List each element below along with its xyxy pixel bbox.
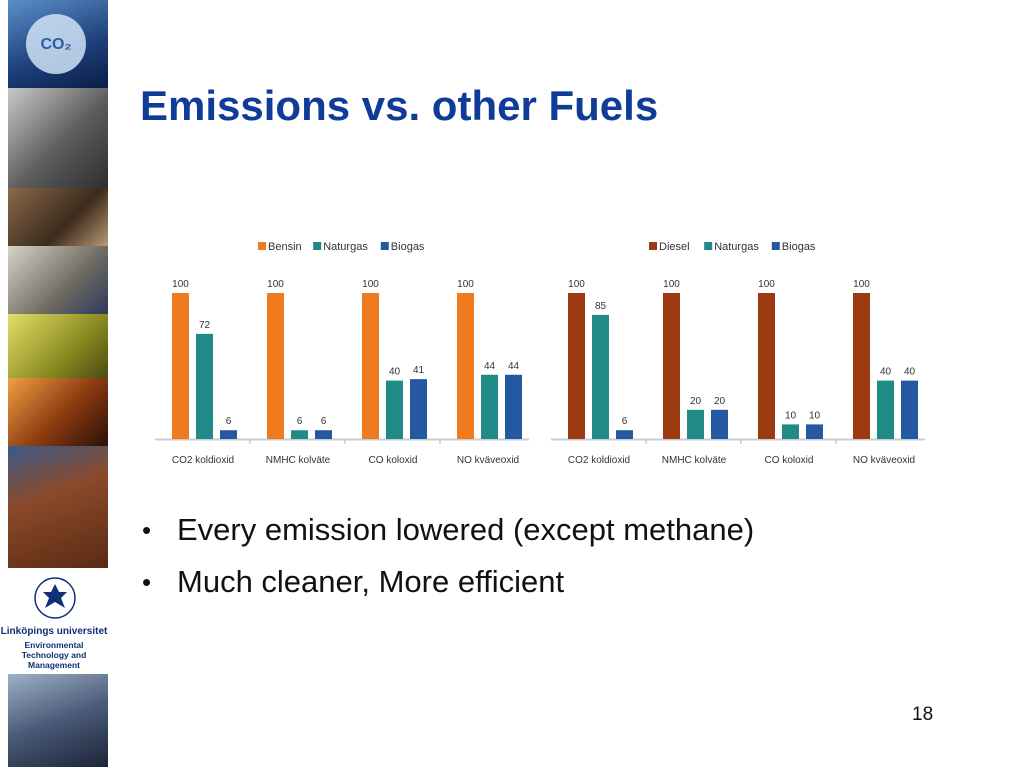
bar <box>291 430 308 439</box>
data-label: 41 <box>413 365 425 376</box>
bar <box>362 293 379 439</box>
emissions-chart: Bensin Naturgas Biogas 100 72 6 CO2 koldioxid 1… <box>153 226 945 476</box>
data-label: 100 <box>758 279 775 290</box>
bar <box>267 293 284 439</box>
bullet-item: • Every emission lowered (except methane) <box>140 508 754 560</box>
bar <box>457 293 474 439</box>
bar <box>877 380 894 439</box>
sidebar-pipes-image <box>8 446 108 568</box>
data-label: 20 <box>714 396 726 407</box>
bar <box>711 409 728 439</box>
bar <box>196 333 213 439</box>
bar <box>220 430 237 439</box>
category-label: CO koloxid <box>765 455 814 466</box>
emissions-bar-chart: Bensin Naturgas Biogas 100 72 6 CO2 koldioxid 1… <box>155 241 925 466</box>
data-label: 100 <box>172 279 189 290</box>
legend-label: Bensin <box>268 241 302 253</box>
bullet-list: • Every emission lowered (except methane)… <box>140 508 754 612</box>
sidebar-workshop-image <box>8 246 108 314</box>
data-label: 6 <box>297 416 303 427</box>
category-label: CO2 koldioxid <box>568 455 630 466</box>
co2-balloon-icon: CO₂ <box>26 14 86 74</box>
bar <box>481 374 498 439</box>
data-label: 100 <box>853 279 870 290</box>
sidebar-fire-image <box>8 378 108 446</box>
bar <box>568 293 585 439</box>
data-label: 85 <box>595 301 607 312</box>
bar <box>853 293 870 439</box>
legend-swatch <box>704 242 713 250</box>
data-label: 20 <box>690 396 702 407</box>
bar <box>782 424 799 439</box>
data-label: 40 <box>880 367 892 378</box>
sidebar-globe-image: CO₂ <box>8 0 108 88</box>
legend-label: Biogas <box>782 241 816 253</box>
data-label: 100 <box>568 279 585 290</box>
legend-label: Naturgas <box>323 241 368 253</box>
co2-badge-text: CO₂ <box>40 36 71 53</box>
university-name: Linköpings universitet <box>0 626 108 637</box>
bar <box>687 409 704 439</box>
category-label: NO kväveoxid <box>853 455 915 466</box>
legend-swatch <box>258 242 266 250</box>
bar <box>172 293 189 439</box>
legend-swatch <box>649 242 657 250</box>
data-label: 44 <box>508 361 520 372</box>
bar <box>410 379 427 439</box>
bar <box>616 430 633 439</box>
bullet-dot: • <box>142 515 152 545</box>
page-number: 18 <box>912 704 934 725</box>
category-label: CO2 koldioxid <box>172 455 234 466</box>
bar <box>386 380 403 439</box>
bar <box>663 293 680 439</box>
legend-swatch <box>771 242 780 250</box>
data-label: 6 <box>226 416 232 427</box>
sidebar-frame-image <box>8 314 108 378</box>
data-label: 100 <box>457 279 474 290</box>
data-label: 40 <box>389 367 401 378</box>
data-label: 100 <box>267 279 284 290</box>
category-label: CO koloxid <box>369 455 418 466</box>
legend-swatch <box>313 242 322 250</box>
data-label: 6 <box>321 416 327 427</box>
legend-label: Diesel <box>659 241 690 253</box>
bar <box>901 380 918 439</box>
sidebar-meeting-image <box>8 188 108 246</box>
category-label: NO kväveoxid <box>457 455 519 466</box>
bullet-item: • Much cleaner, More efficient <box>140 560 754 612</box>
bar <box>505 374 522 439</box>
bullet-text: Much cleaner, More efficient <box>177 564 565 599</box>
category-label: NMHC kolväte <box>662 455 727 466</box>
bar <box>592 314 609 439</box>
legend-swatch <box>380 242 389 250</box>
sidebar-lab-image <box>8 88 108 188</box>
legend-label: Biogas <box>391 241 425 253</box>
slide-title: Emissions vs. other Fuels <box>140 82 659 129</box>
data-label: 44 <box>484 361 496 372</box>
sidebar-solar-image <box>8 674 108 767</box>
data-label: 100 <box>663 279 680 290</box>
legend-label: Naturgas <box>714 241 759 253</box>
data-label: 100 <box>362 279 379 290</box>
data-label: 10 <box>785 410 797 421</box>
category-label: NMHC kolväte <box>266 455 331 466</box>
bullet-dot: • <box>142 567 152 597</box>
bar <box>315 430 332 439</box>
university-logo: Linköpings universitet Environmental Tec… <box>0 568 108 674</box>
department-name: Environmental Technology and Management <box>21 640 87 670</box>
bar <box>758 293 775 439</box>
bar <box>806 424 823 439</box>
data-label: 6 <box>622 416 628 427</box>
data-label: 40 <box>904 367 916 378</box>
university-seal-icon <box>34 577 76 619</box>
data-label: 10 <box>809 410 821 421</box>
bullet-text: Every emission lowered (except methane) <box>177 512 755 547</box>
decorative-sidebar: CO₂ Linköpings universitet Environmental… <box>0 0 108 767</box>
data-label: 72 <box>199 320 211 331</box>
